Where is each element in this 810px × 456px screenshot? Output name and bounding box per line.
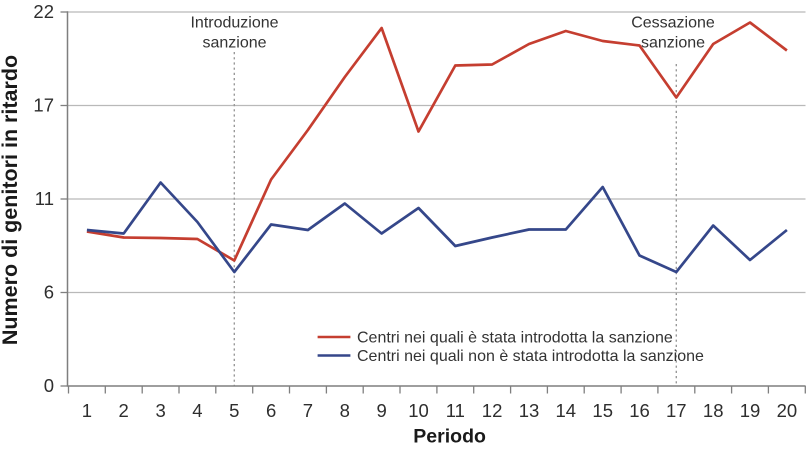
svg-text:6: 6 [266,400,276,421]
svg-text:12: 12 [482,400,503,421]
svg-text:Introduzione: Introduzione [190,15,278,32]
svg-text:11: 11 [35,188,54,209]
svg-text:20: 20 [777,400,798,421]
svg-text:sanzione: sanzione [641,35,705,52]
svg-text:11: 11 [446,400,465,421]
svg-text:16: 16 [629,400,650,421]
svg-text:Centri nei quali è stata intro: Centri nei quali è stata introdotta la s… [357,330,673,347]
svg-text:7: 7 [303,400,313,421]
svg-text:sanzione: sanzione [202,35,266,52]
svg-text:8: 8 [340,400,350,421]
svg-text:14: 14 [556,400,577,421]
svg-text:1: 1 [82,400,92,421]
svg-text:22: 22 [33,1,54,22]
svg-text:6: 6 [44,282,54,303]
svg-text:Cessazione: Cessazione [631,15,715,32]
svg-text:0: 0 [44,375,54,396]
svg-text:18: 18 [703,400,724,421]
svg-text:17: 17 [33,95,54,116]
svg-text:Centri nei quali non è stata i: Centri nei quali non è stata introdotta … [357,348,704,365]
svg-text:9: 9 [376,400,386,421]
svg-text:10: 10 [408,400,429,421]
svg-text:3: 3 [155,400,165,421]
svg-text:15: 15 [592,400,613,421]
svg-text:13: 13 [519,400,540,421]
svg-text:5: 5 [229,400,239,421]
svg-text:Periodo: Periodo [413,426,486,448]
svg-text:4: 4 [192,400,202,421]
svg-text:19: 19 [740,400,761,421]
svg-text:17: 17 [666,400,687,421]
svg-text:Numero di genitori in ritardo: Numero di genitori in ritardo [0,55,22,345]
svg-text:2: 2 [119,400,129,421]
